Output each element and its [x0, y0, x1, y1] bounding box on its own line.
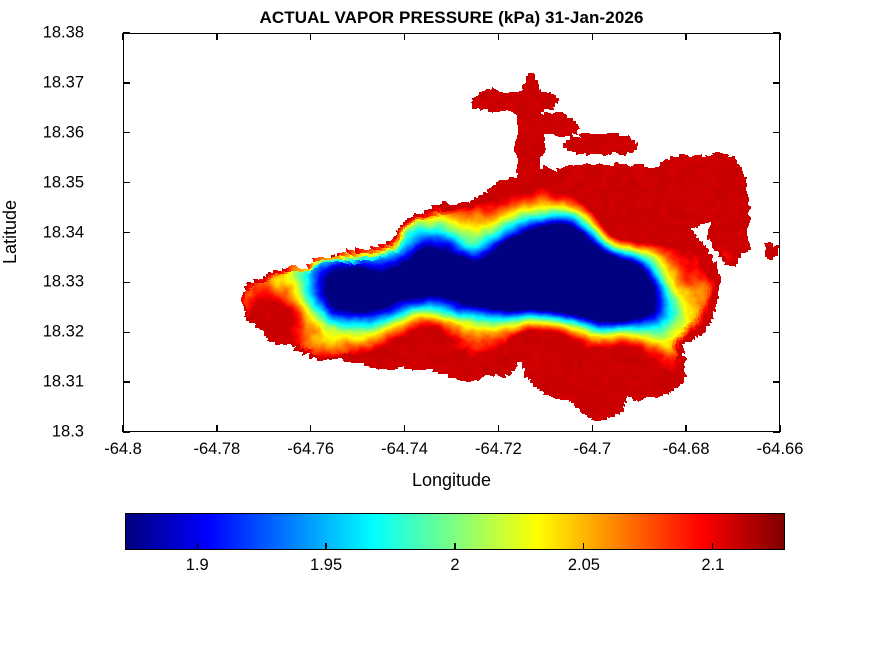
x-axis-tick-label: -64.68 — [662, 440, 710, 458]
y-axis-tick — [773, 181, 780, 184]
map-axes — [123, 33, 780, 432]
x-axis-tick — [310, 425, 312, 432]
colorbar-tick — [583, 543, 585, 550]
page-title: ACTUAL VAPOR PRESSURE (kPa) 31-Jan-2026 — [259, 8, 644, 27]
x-axis-tick — [122, 33, 124, 40]
y-axis-tick — [123, 82, 130, 84]
x-axis-tick — [497, 425, 500, 432]
colorbar-tick-label: 2.1 — [701, 556, 725, 574]
x-axis-tick — [779, 33, 781, 40]
x-axis-tick — [685, 425, 687, 432]
y-axis-tick-label: 18.38 — [42, 23, 84, 42]
x-axis-tick-label: -64.72 — [475, 440, 522, 458]
y-axis-tick — [123, 231, 130, 234]
colorbar-tick-label: 1.95 — [310, 556, 343, 574]
colorbar-tick — [454, 543, 456, 550]
y-axis-tick-label: 18.37 — [42, 73, 84, 92]
colorbar-tick — [196, 543, 198, 550]
colorbar-tick-label: 2 — [450, 556, 460, 574]
y-axis-tick-label: 18.33 — [42, 272, 84, 291]
x-axis-tick — [403, 33, 406, 40]
y-axis-tick — [773, 132, 780, 134]
colorbar-tick — [325, 543, 327, 550]
x-axis-tick — [216, 425, 218, 432]
x-axis-tick-label: -64.8 — [104, 440, 142, 458]
x-axis-tick — [497, 33, 500, 40]
y-axis-tick — [773, 82, 780, 84]
y-axis-tick — [123, 281, 130, 284]
y-axis-tick-label: 18.3 — [51, 422, 84, 441]
y-axis-tick — [773, 431, 780, 433]
x-axis-tick — [216, 33, 218, 40]
x-axis-tick — [591, 425, 593, 432]
y-axis-tick-label: 18.36 — [42, 123, 84, 142]
x-axis-tick — [310, 33, 312, 40]
y-axis-tick — [123, 431, 130, 433]
y-axis-tick — [773, 281, 780, 284]
x-axis-tick-label: -64.76 — [287, 440, 335, 458]
x-axis-tick — [685, 33, 687, 40]
y-axis-tick — [123, 32, 130, 34]
y-axis-tick — [773, 331, 780, 333]
colorbar-tick-label: 1.9 — [185, 556, 209, 574]
x-axis-tick-label: -64.74 — [381, 440, 428, 458]
x-axis-tick — [122, 425, 124, 432]
x-axis-tick — [591, 33, 593, 40]
y-axis-tick — [123, 132, 130, 134]
y-axis-tick — [123, 331, 130, 333]
x-axis-tick-label: -64.66 — [756, 440, 804, 458]
y-axis-tick-label: 18.32 — [42, 322, 84, 341]
vapor-pressure-heatmap — [124, 34, 779, 431]
x-axis-tick — [779, 425, 781, 432]
y-axis-tick — [123, 381, 130, 383]
colorbar-tick-label: 2.05 — [567, 556, 600, 574]
x-axis-tick-label: -64.78 — [193, 440, 241, 458]
y-axis-tick — [773, 231, 780, 234]
y-axis-tick-label: 18.34 — [42, 223, 84, 241]
y-axis-tick — [773, 32, 780, 34]
x-axis-label: Longitude — [411, 470, 492, 490]
y-axis-tick — [123, 181, 130, 184]
y-axis-tick-label: 18.31 — [42, 372, 84, 391]
colorbar-tick — [712, 543, 714, 550]
x-axis-tick-label: -64.7 — [573, 440, 612, 458]
x-axis-tick — [403, 425, 406, 432]
y-axis-tick-label: 18.35 — [42, 173, 84, 192]
y-axis-label: Latitude — [0, 199, 20, 265]
y-axis-tick — [773, 381, 780, 383]
